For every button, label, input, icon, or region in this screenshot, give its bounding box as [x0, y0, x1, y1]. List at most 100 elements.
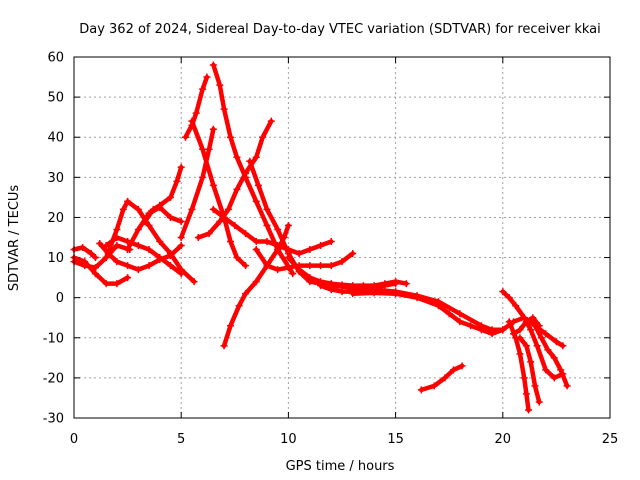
- data-point-marker: [456, 318, 464, 326]
- data-point-marker: [544, 346, 552, 354]
- series-track-10: [178, 126, 216, 240]
- data-point-marker: [209, 61, 217, 69]
- data-point-marker: [227, 133, 235, 141]
- data-point-marker: [216, 217, 224, 225]
- data-point-marker: [91, 264, 99, 272]
- data-point-marker: [166, 250, 174, 258]
- chart-title: Day 362 of 2024, Sidereal Day-to-day VTE…: [79, 22, 601, 37]
- plot-frame: [73, 56, 611, 419]
- data-point-marker: [246, 157, 254, 165]
- data-point-marker: [134, 266, 142, 274]
- data-point-marker: [134, 225, 142, 233]
- data-point-marker: [166, 193, 174, 201]
- data-point-marker: [263, 221, 271, 229]
- series-track-17: [247, 159, 506, 333]
- data-point-marker: [209, 205, 217, 213]
- y-tick-label: -20: [43, 371, 64, 386]
- series-track-18: [286, 255, 409, 288]
- data-point-marker: [537, 334, 545, 342]
- data-point-marker: [434, 302, 442, 310]
- y-tick-label: -10: [43, 331, 64, 346]
- y-tick-label: 0: [56, 291, 64, 306]
- data-point-marker: [295, 266, 303, 274]
- data-point-marker: [113, 242, 121, 250]
- data-point-marker: [274, 246, 282, 254]
- series-track-16: [253, 247, 355, 272]
- data-point-marker: [233, 254, 241, 262]
- data-point-marker: [177, 217, 185, 225]
- data-point-marker: [267, 117, 275, 125]
- data-point-marker: [542, 366, 550, 374]
- data-point-marker: [349, 282, 357, 290]
- data-point-marker: [124, 274, 132, 282]
- data-point-marker: [306, 246, 314, 254]
- data-point-marker: [145, 221, 153, 229]
- x-tick-label: 20: [495, 432, 512, 447]
- data-point-marker: [227, 238, 235, 246]
- data-point-marker: [458, 362, 466, 370]
- data-point-marker: [224, 205, 232, 213]
- data-point-marker: [413, 294, 421, 302]
- data-point-marker: [445, 310, 453, 318]
- data-point-marker: [259, 133, 267, 141]
- data-point-marker: [173, 177, 181, 185]
- data-point-marker: [349, 250, 357, 258]
- data-point-marker: [327, 280, 335, 288]
- data-point-marker: [522, 318, 530, 326]
- data-point-marker: [449, 366, 457, 374]
- data-point-marker: [533, 342, 541, 350]
- data-point-marker: [525, 406, 533, 414]
- data-point-marker: [145, 262, 153, 270]
- data-point-marker: [488, 330, 496, 338]
- data-point-marker: [338, 281, 346, 289]
- data-point-marker: [430, 382, 438, 390]
- data-point-marker: [559, 342, 567, 350]
- data-point-marker: [499, 288, 507, 296]
- data-point-marker: [156, 238, 164, 246]
- data-point-marker: [252, 197, 260, 205]
- y-tick-label: 30: [47, 171, 64, 186]
- data-point-marker: [233, 185, 241, 193]
- y-tick-label: 50: [47, 91, 64, 106]
- data-point-marker: [220, 342, 228, 350]
- data-point-marker: [317, 262, 325, 270]
- y-tick-label: 40: [47, 131, 64, 146]
- x-tick-label: 25: [602, 432, 619, 447]
- data-point-marker: [242, 290, 250, 298]
- data-point-marker: [149, 205, 157, 213]
- data-point-marker: [306, 262, 314, 270]
- data-point-marker: [542, 330, 550, 338]
- data-point-marker: [263, 238, 271, 246]
- data-point-marker: [522, 390, 530, 398]
- data-point-marker: [499, 326, 507, 334]
- data-point-marker: [156, 254, 164, 262]
- series-track-1: [71, 245, 98, 260]
- x-axis-label: GPS time / hours: [286, 459, 395, 474]
- y-tick-label: -30: [43, 412, 64, 427]
- data-point-marker: [209, 181, 217, 189]
- data-point-marker: [441, 374, 449, 382]
- series-track-26: [532, 323, 570, 389]
- data-point-marker: [220, 213, 228, 221]
- data-point-marker: [124, 246, 132, 254]
- data-point-marker: [327, 238, 335, 246]
- data-point-marker: [134, 242, 142, 250]
- data-point-marker: [242, 262, 250, 270]
- data-point-marker: [209, 125, 217, 133]
- data-point-marker: [235, 302, 243, 310]
- data-point-marker: [199, 85, 207, 93]
- data-point-marker: [199, 173, 207, 181]
- data-point-marker: [81, 258, 89, 266]
- data-point-marker: [381, 282, 389, 290]
- data-point-marker: [102, 242, 110, 250]
- data-point-marker: [370, 289, 378, 297]
- data-point-marker: [535, 398, 543, 406]
- x-tick-label: 0: [70, 432, 78, 447]
- data-point-marker: [87, 250, 95, 258]
- data-point-marker: [563, 382, 571, 390]
- data-point-marker: [102, 254, 110, 262]
- data-point-marker: [317, 282, 325, 290]
- data-point-marker: [102, 280, 110, 288]
- data-point-marker: [550, 354, 558, 362]
